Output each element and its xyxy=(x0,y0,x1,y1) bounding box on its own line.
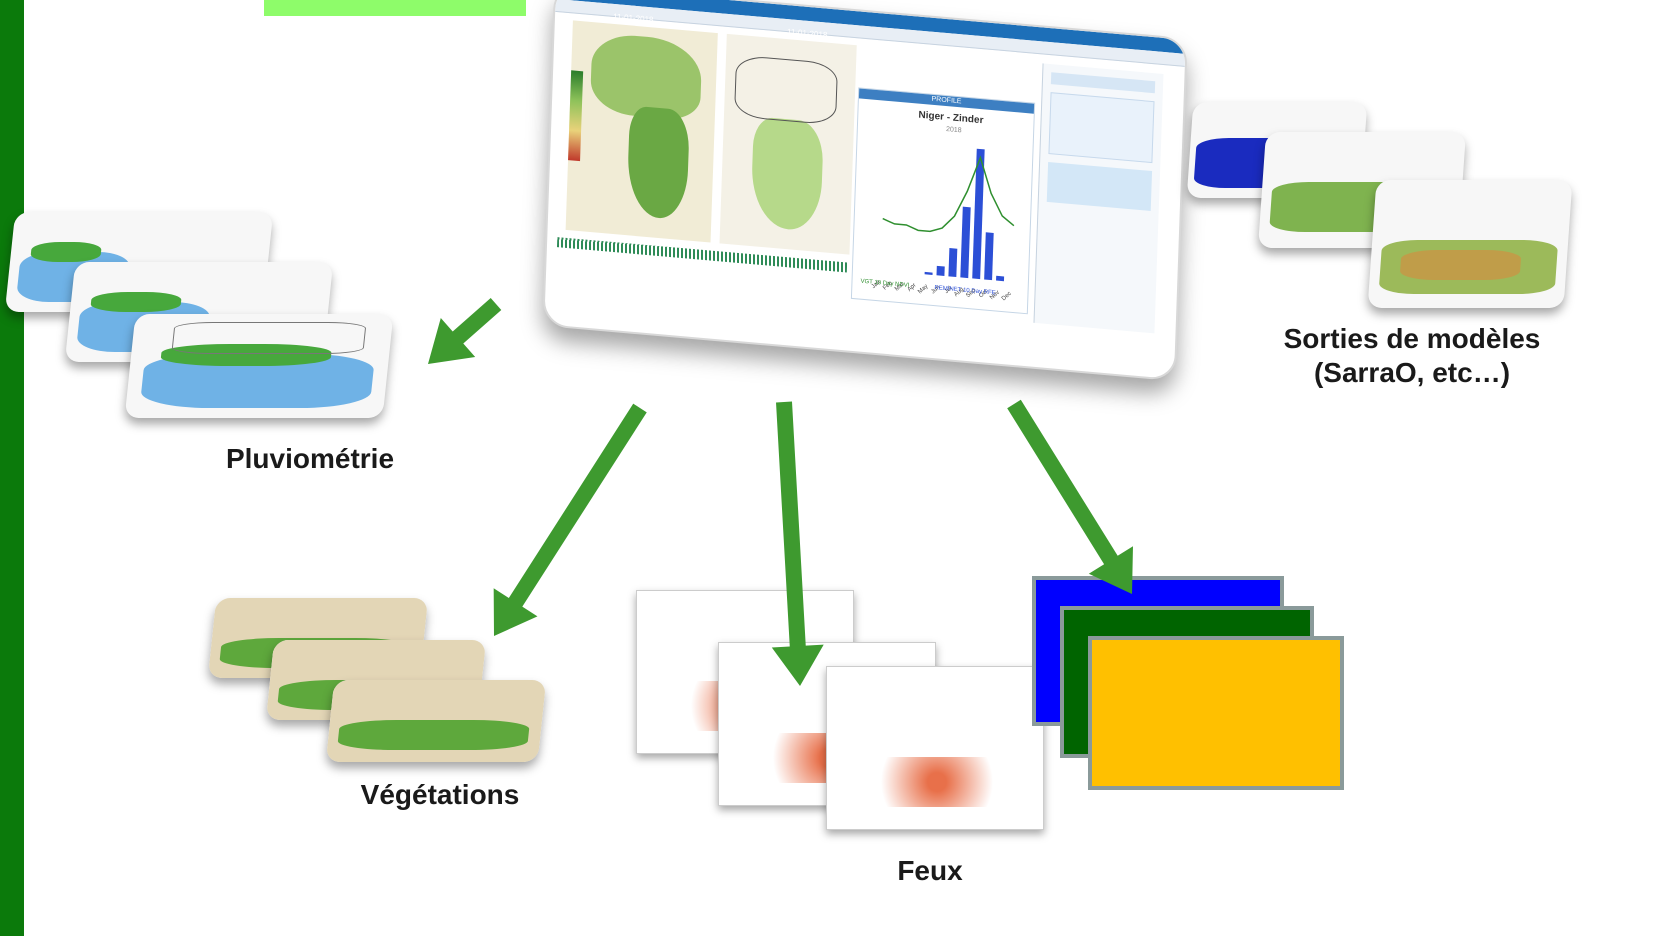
month-tick-label: Feb xyxy=(882,280,894,292)
month-tick-label: Nov xyxy=(989,290,1001,301)
rain-bar xyxy=(960,206,971,279)
month-tick-label: Jul xyxy=(944,286,954,296)
left-sidebar-bar xyxy=(0,0,24,936)
rain-bar xyxy=(913,273,921,274)
rain-bar xyxy=(948,248,958,278)
month-tick-label: Aug xyxy=(953,287,965,298)
arrow-to-rainfall xyxy=(428,298,502,364)
month-tick-label: Oct xyxy=(978,288,989,299)
top-accent-bar xyxy=(264,0,526,16)
label-model-outputs: Sorties de modèles (SarraO, etc…) xyxy=(1262,322,1562,390)
month-tick-label: Apr xyxy=(907,282,918,293)
label-rainfall: Pluviométrie xyxy=(225,443,395,474)
month-tick-label: Mar xyxy=(894,281,906,292)
rain-bar xyxy=(924,271,933,275)
profile-chart: Jan Feb Mar Apr May Jun Jul Aug Sep Oct Nov Dec xyxy=(871,148,1016,302)
fire-map-tile-3 xyxy=(826,666,1044,830)
month-tick-label: May xyxy=(917,284,929,296)
rain-bar xyxy=(972,148,985,280)
month-tick-label: Jan xyxy=(871,279,882,290)
rainfall-map-tile-3 xyxy=(124,314,394,418)
ndvi-line xyxy=(882,155,1015,233)
dashboard-screenshot: 11-01-2018 11-01-2018 PROFILE Niger - Zi… xyxy=(542,0,1188,382)
rain-bar xyxy=(1008,282,1016,283)
model-output-tile-3 xyxy=(1367,180,1573,308)
label-fires: Feux xyxy=(897,855,963,886)
rain-bar xyxy=(996,275,1005,282)
dashboard-right-panel xyxy=(1033,63,1164,334)
month-tick-label: Jun xyxy=(930,285,941,296)
arrow-to-rectangles xyxy=(1007,399,1133,594)
month-tick-label: Sep xyxy=(965,287,977,299)
yellow-rectangle xyxy=(1088,636,1344,790)
rain-bar xyxy=(889,271,897,272)
africa-rain-map: 11-01-2018 xyxy=(719,27,857,255)
arrow-to-vegetation xyxy=(493,403,647,636)
rain-bar xyxy=(936,265,945,276)
label-model-outputs-line2: (SarraO, etc…) xyxy=(1313,357,1511,388)
month-tick-label: Dec xyxy=(1001,291,1013,302)
label-model-outputs-line1: Sorties de modèles xyxy=(1283,323,1541,354)
rain-bar xyxy=(984,232,994,281)
rain-bar xyxy=(901,272,909,273)
vegetation-map-tile-3 xyxy=(325,680,547,762)
label-vegetation: Végétations xyxy=(360,779,520,810)
rain-bar xyxy=(877,270,885,271)
profile-chart-panel: PROFILE Niger - Zinder 2018 Jan Feb Mar Apr… xyxy=(850,87,1036,315)
africa-ndvi-map: 11-01-2018 xyxy=(565,12,718,243)
